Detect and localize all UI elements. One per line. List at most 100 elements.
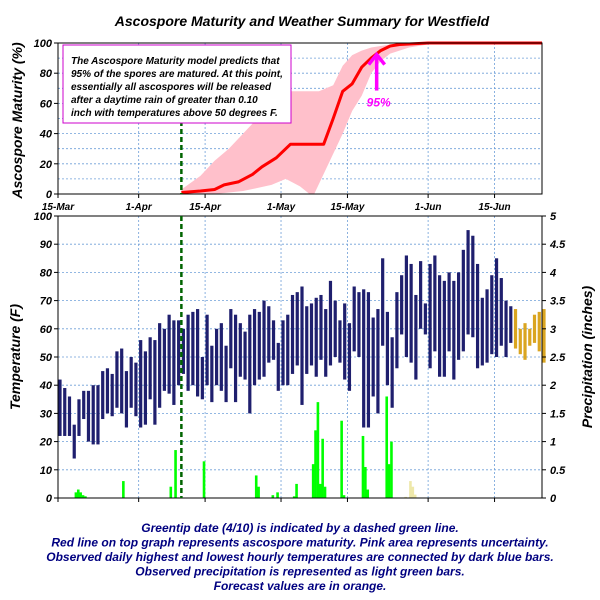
temp-bar-forecast	[532, 314, 537, 343]
top-ytick-label: 60	[40, 98, 53, 110]
precip-bar-observed	[361, 435, 365, 498]
precip-bar-observed	[202, 461, 206, 498]
temp-bar-forecast	[518, 328, 522, 355]
precip-bar-observed	[342, 495, 346, 498]
temp-bar-observed	[196, 309, 200, 397]
temp-bar-observed	[134, 362, 138, 417]
bottom-chart-axes: 0 10 20 30 40 50 60 70 80 90 100 0 0.5 1 1.5 2 2.5 3 3.5 4 4…	[7, 211, 595, 505]
temp-bar-observed	[229, 309, 233, 369]
top-xtick-label: 15-May	[330, 202, 364, 213]
temp-bar-observed	[214, 328, 219, 386]
top-xtick-label: 15-Mar	[42, 202, 75, 213]
bottom-ytick-label: 10	[40, 465, 53, 477]
top-xtick-label: 1-Jun	[415, 202, 442, 213]
temp-bar-observed	[305, 306, 309, 374]
annotation-line: essentially all ascospores will be relea…	[71, 82, 272, 93]
temp-bar-observed	[148, 337, 152, 400]
bottom-ylabel: Temperature (F)	[7, 304, 23, 410]
temp-bar-observed	[243, 331, 247, 380]
precip-bar-observed	[169, 486, 173, 498]
bottom-y2tick-label: 4	[549, 267, 556, 279]
precip-bar-observed	[295, 483, 298, 498]
marker-arrow-head	[367, 51, 387, 66]
temp-bar-observed	[276, 342, 280, 391]
precip-bar-observed	[254, 475, 258, 498]
annotation-line: after a daytime rain of greater than 0.1…	[71, 95, 258, 106]
bottom-y2tick-label: 0.5	[550, 465, 566, 477]
precip-bar-observed	[174, 450, 177, 498]
bottom-ytick-label: 20	[39, 437, 53, 449]
temp-bar-observed	[471, 235, 475, 338]
bottom-chart-grid	[57, 216, 542, 498]
temp-bar-observed	[309, 303, 314, 366]
temp-bar-observed	[177, 320, 181, 386]
bottom-y2tick-label: 4.5	[549, 239, 566, 251]
bottom-y2tick-label: 2.5	[549, 352, 566, 364]
temp-bar-observed	[200, 357, 204, 400]
temp-bar-observed	[262, 300, 266, 377]
temp-bar-observed	[442, 280, 446, 377]
top-ytick-label: 80	[40, 68, 53, 80]
temp-bar-observed	[91, 385, 95, 445]
precip-bar-observed	[366, 489, 370, 498]
temp-bar-observed	[63, 388, 67, 436]
temp-bar-observed	[423, 303, 427, 335]
bottom-ytick-label: 30	[40, 408, 53, 420]
temp-bar-observed	[452, 280, 456, 380]
temp-bar-observed	[461, 249, 465, 352]
temp-bar-observed	[480, 297, 484, 366]
bottom-ytick-label: 60	[40, 324, 53, 336]
precip-bar-forecast	[413, 494, 417, 498]
bottom-ytick-label: 100	[34, 211, 53, 223]
temp-bar-observed	[504, 300, 508, 357]
bottom-y2tick-label: 1.5	[550, 408, 566, 420]
maturity-95-marker: 95%	[367, 51, 391, 110]
precip-bar-observed	[311, 464, 315, 498]
temp-bar-observed	[158, 323, 162, 408]
temp-bar-observed	[120, 348, 124, 414]
uncertainty-area	[181, 43, 542, 194]
temp-bar-observed	[419, 261, 423, 329]
bottom-y2tick-label: 0	[550, 493, 557, 505]
temp-bar-observed	[181, 328, 185, 374]
precip-bar-forecast	[409, 481, 412, 498]
temp-bar-observed	[362, 289, 366, 428]
temp-bar-observed	[271, 320, 276, 360]
temp-bar-observed	[172, 320, 176, 405]
precip-bar-observed	[276, 492, 279, 498]
temp-bar-observed	[162, 328, 166, 391]
temp-bar-observed	[186, 314, 190, 391]
maturity-95-label: 95%	[367, 96, 391, 110]
footer-line: Observed daily highest and lowest hourly…	[46, 550, 554, 564]
temp-bar-observed	[338, 320, 342, 363]
annotation-line: The Ascospore Maturity model predicts th…	[71, 56, 280, 67]
bottom-y2tick-label: 5	[550, 211, 557, 223]
temp-bar-observed	[409, 263, 413, 363]
temp-bar-observed	[252, 309, 257, 386]
footer-line: Red line on top graph represents ascospo…	[51, 536, 548, 550]
temp-bar-forecast	[542, 309, 546, 363]
temp-bar-observed	[233, 314, 238, 403]
precipitation-bars	[74, 396, 417, 498]
temp-bar-forecast	[537, 311, 541, 352]
temp-bar-observed	[86, 390, 91, 442]
precip-bar-forecast	[404, 496, 407, 498]
top-ytick-label: 100	[34, 38, 53, 50]
precip-bar-observed	[314, 430, 317, 498]
temp-bar-observed	[153, 340, 157, 425]
temp-bar-observed	[376, 309, 380, 414]
temp-bar-observed	[343, 303, 347, 380]
temp-bar-observed	[105, 368, 110, 414]
top-chart-axes: 0 20 40 60 80 100 15-Mar 1-Apr 15-Apr 1-May 15-May…	[9, 38, 543, 213]
footer-line: Greentip date (4/10) is indicated by a d…	[141, 521, 458, 535]
temp-bar-observed	[352, 286, 356, 352]
top-xtick-label: 15-Jun	[478, 202, 510, 213]
precip-bar-observed	[81, 495, 85, 498]
precip-bar-observed	[84, 496, 87, 498]
precip-bar-observed	[323, 486, 327, 498]
maturity-annotation-box: The Ascospore Maturity model predicts th…	[62, 44, 292, 124]
precip-bar-observed	[316, 402, 320, 498]
temp-bar-observed	[205, 314, 209, 386]
temp-bar-observed	[248, 314, 252, 414]
